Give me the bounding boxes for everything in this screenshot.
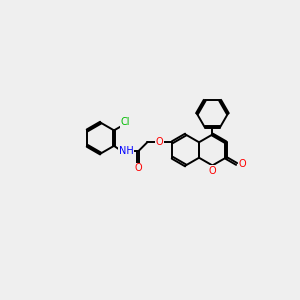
Text: O: O [135,164,142,173]
Text: Cl: Cl [121,117,130,127]
Text: NH: NH [118,146,133,156]
Text: O: O [208,166,216,176]
Text: O: O [239,159,246,169]
Text: O: O [156,137,164,147]
